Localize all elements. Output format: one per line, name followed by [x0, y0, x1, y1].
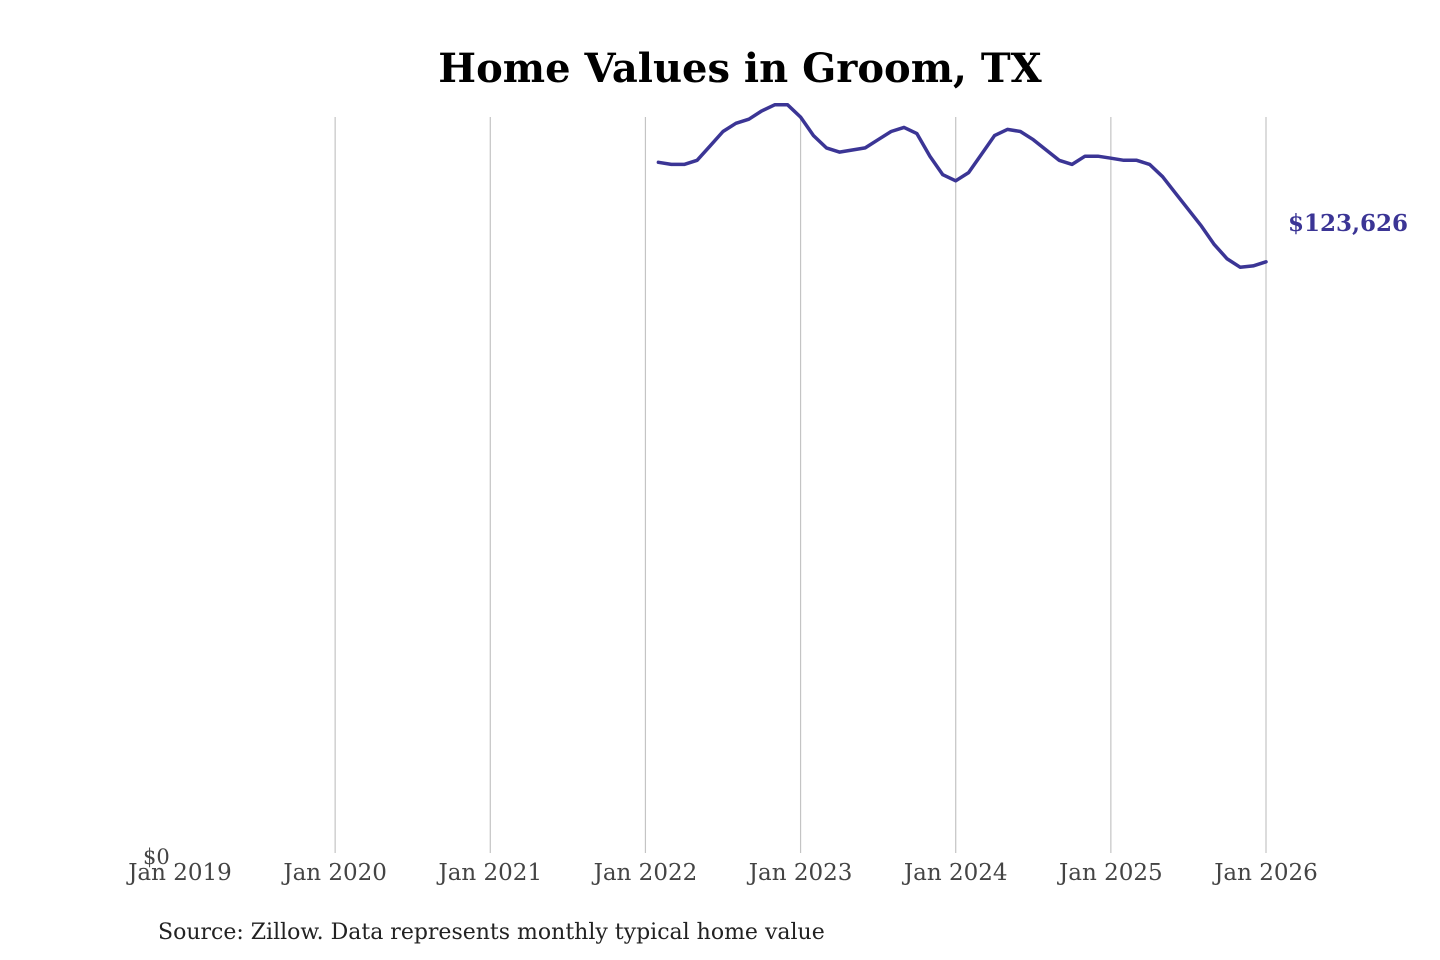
x-axis-tick-labels: Jan 2019 Jan 2020 Jan 2021 Jan 2022 Jan 2023… — [126, 860, 1318, 886]
x-tick-label: Jan 2019 — [126, 860, 232, 886]
latest-value-label: $123,626 — [1288, 210, 1408, 237]
x-tick-label: Jan 2023 — [747, 860, 853, 886]
x-tick-label: Jan 2026 — [1212, 860, 1318, 886]
x-tick-label: Jan 2025 — [1057, 860, 1163, 886]
x-tick-label: Jan 2022 — [592, 860, 698, 886]
x-tick-label: Jan 2021 — [436, 860, 542, 886]
y-tick-label-zero: $0 — [143, 845, 170, 869]
x-tick-label: Jan 2024 — [902, 860, 1008, 886]
source-note: Source: Zillow. Data represents monthly … — [158, 920, 825, 945]
chart-title: Home Values in Groom, TX — [438, 45, 1041, 92]
gridlines — [334, 117, 1267, 853]
home-value-line — [656, 103, 1268, 269]
x-tick-label: Jan 2020 — [281, 860, 387, 886]
